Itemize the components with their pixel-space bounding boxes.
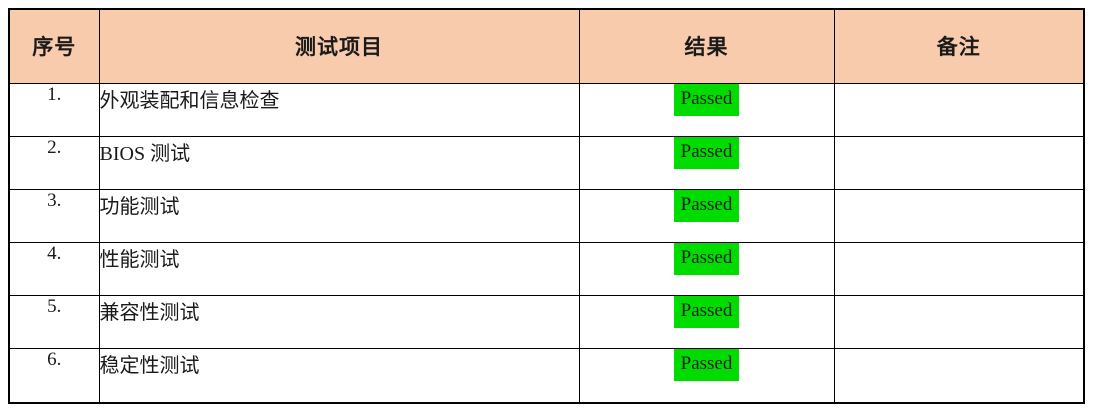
table-row: 6. 稳定性测试 Passed (8, 348, 1085, 404)
table-header-row: 序号 测试项目 结果 备注 (8, 8, 1085, 84)
table-row: 1. 外观装配和信息检查 Passed (8, 82, 1085, 137)
table-row: 2. BIOS 测试 Passed (8, 135, 1085, 190)
result-badge: Passed (673, 243, 740, 276)
result-badge: Passed (673, 190, 740, 222)
test-result-table: 序号 测试项目 结果 备注 1. 外观装配和信息检查 Passed 2. BIO… (8, 8, 1085, 404)
table-row: 4. 性能测试 Passed (8, 242, 1085, 297)
table-row: 5. 兼容性测试 Passed (8, 295, 1085, 350)
cell-no: 1. (8, 82, 100, 137)
cell-item: BIOS 测试 (98, 135, 580, 190)
cell-note (833, 135, 1085, 190)
cell-no: 4. (8, 242, 100, 297)
cell-note (833, 242, 1085, 297)
cell-result: Passed (578, 135, 835, 190)
cell-no: 3. (8, 188, 100, 244)
cell-no: 5. (8, 295, 100, 350)
cell-item: 稳定性测试 (98, 348, 580, 404)
result-badge: Passed (673, 349, 740, 382)
header-cell-note: 备注 (833, 8, 1085, 84)
cell-result: Passed (578, 188, 835, 244)
cell-note (833, 82, 1085, 137)
cell-item: 外观装配和信息检查 (98, 82, 580, 137)
result-badge: Passed (673, 296, 740, 329)
cell-result: Passed (578, 295, 835, 350)
cell-no: 6. (8, 348, 100, 404)
cell-note (833, 348, 1085, 404)
cell-note (833, 295, 1085, 350)
header-cell-result: 结果 (578, 8, 835, 84)
cell-result: Passed (578, 82, 835, 137)
result-badge: Passed (673, 84, 740, 116)
cell-item: 兼容性测试 (98, 295, 580, 350)
table-row: 3. 功能测试 Passed (8, 188, 1085, 244)
cell-result: Passed (578, 242, 835, 297)
header-cell-no: 序号 (8, 8, 100, 84)
cell-item: 功能测试 (98, 188, 580, 244)
cell-no: 2. (8, 135, 100, 190)
cell-item: 性能测试 (98, 242, 580, 297)
result-badge: Passed (673, 137, 740, 169)
cell-result: Passed (578, 348, 835, 404)
header-cell-item: 测试项目 (98, 8, 580, 84)
cell-note (833, 188, 1085, 244)
